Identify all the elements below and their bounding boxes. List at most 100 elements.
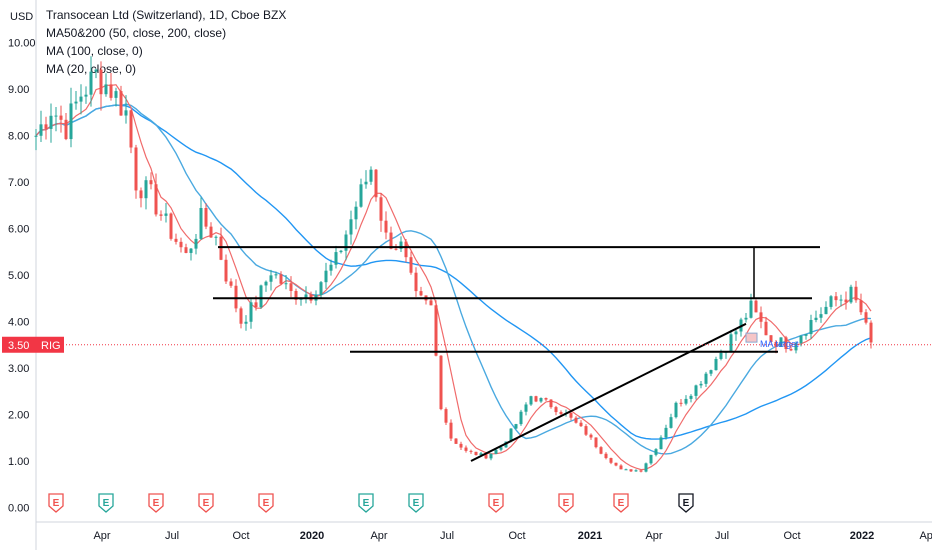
candle-body: [439, 355, 443, 410]
ma-100-line: [35, 103, 872, 455]
candle-body: [479, 453, 483, 456]
candle-body: [289, 283, 293, 291]
uptrend-line: [470, 322, 747, 462]
candle-body: [464, 447, 468, 451]
candle-body: [159, 214, 163, 216]
earnings-badge: [48, 493, 64, 513]
candle-body: [129, 110, 133, 148]
candles: [34, 56, 873, 473]
candle-body: [494, 449, 498, 454]
earnings-badge: [98, 493, 114, 513]
candle-body: [94, 69, 98, 72]
candle-body: [369, 169, 373, 182]
candle-body: [334, 252, 338, 265]
candle-body: [819, 314, 823, 318]
candle-body: [744, 317, 748, 320]
candle-body: [624, 469, 628, 471]
candle-body: [649, 454, 653, 464]
candle-body: [174, 238, 178, 242]
x-tick-label: 2022: [850, 530, 874, 542]
candle-body: [669, 417, 673, 428]
candle-body: [514, 424, 518, 429]
candle-body: [324, 270, 328, 283]
candle-body: [44, 124, 48, 129]
earnings-label: E: [153, 498, 160, 509]
candle-body: [619, 465, 623, 470]
candle-body: [579, 422, 583, 427]
x-tick-label: Jul: [165, 530, 179, 542]
earnings-label: E: [203, 498, 210, 509]
candle-body: [394, 248, 398, 250]
candle-body: [379, 197, 383, 221]
drawings: [213, 246, 820, 462]
y-axis: 10.00 9.00 8.00 7.00 6.00 5.00 4.00 3.00 2.00 1.0…: [8, 38, 36, 515]
candle-body: [49, 115, 53, 129]
candle-body: [484, 453, 488, 459]
candle-body: [559, 412, 563, 415]
indicator-ma50-200[interactable]: MA50&200 (50, close, 200, close): [46, 26, 227, 40]
earnings-badge: [258, 493, 274, 513]
candle-body: [239, 308, 243, 324]
earnings-label: E: [618, 498, 625, 509]
candle-body: [419, 291, 423, 296]
candle-body: [524, 404, 528, 412]
price-symbol: RIG: [41, 340, 61, 352]
candle-body: [809, 320, 813, 335]
candle-body: [644, 463, 648, 472]
earnings-badge: [678, 493, 694, 513]
candle-body: [64, 119, 68, 140]
candle-body: [474, 451, 478, 456]
candle-body: [799, 335, 803, 344]
currency-label: USD: [10, 11, 33, 23]
candle-body: [449, 422, 453, 439]
candle-body: [854, 286, 858, 301]
candle-body: [864, 312, 868, 323]
candle-body: [509, 428, 513, 442]
candle-body: [719, 352, 723, 359]
x-tick-label: Apr: [370, 530, 387, 542]
candle-body: [594, 437, 598, 448]
candle-body: [444, 409, 448, 423]
candle-body: [684, 398, 688, 404]
candle-body: [249, 302, 253, 322]
candle-body: [284, 283, 288, 285]
candle-body: [604, 453, 608, 459]
earnings-label: E: [413, 498, 420, 509]
candle-body: [69, 103, 73, 140]
candle-body: [454, 438, 458, 444]
y-tick-label: 4.00: [8, 317, 29, 329]
candle-body: [194, 238, 198, 249]
candle-body: [359, 184, 363, 207]
candle-body: [754, 300, 758, 313]
candle-body: [149, 180, 153, 185]
x-tick-label: Apr: [645, 530, 662, 542]
y-tick-label: 6.00: [8, 224, 29, 236]
candle-body: [749, 300, 753, 318]
candle-body: [794, 343, 798, 351]
candle-body: [544, 398, 548, 400]
candle-body: [244, 321, 248, 324]
earnings-label: E: [263, 498, 270, 509]
y-tick-label: 5.00: [8, 270, 29, 282]
x-tick-label: Apr: [919, 530, 932, 542]
candle-body: [734, 331, 738, 335]
candle-body: [204, 207, 208, 227]
candle-body: [74, 101, 78, 104]
candle-body: [654, 449, 658, 455]
candle-body: [664, 427, 668, 438]
candle-body: [219, 236, 223, 260]
earnings-badge: [358, 493, 374, 513]
candle-body: [389, 232, 393, 249]
candle-body: [39, 124, 43, 136]
x-tick-label: Apr: [93, 530, 110, 542]
indicator-ma100[interactable]: MA (100, close, 0): [46, 44, 143, 58]
candle-body: [179, 241, 183, 248]
candle-body: [489, 453, 493, 459]
candle-body: [729, 334, 733, 352]
candle-body: [344, 234, 348, 251]
candle-body: [764, 321, 768, 336]
candle-body: [679, 402, 683, 404]
candle-body: [89, 71, 93, 95]
candle-body: [539, 398, 543, 402]
